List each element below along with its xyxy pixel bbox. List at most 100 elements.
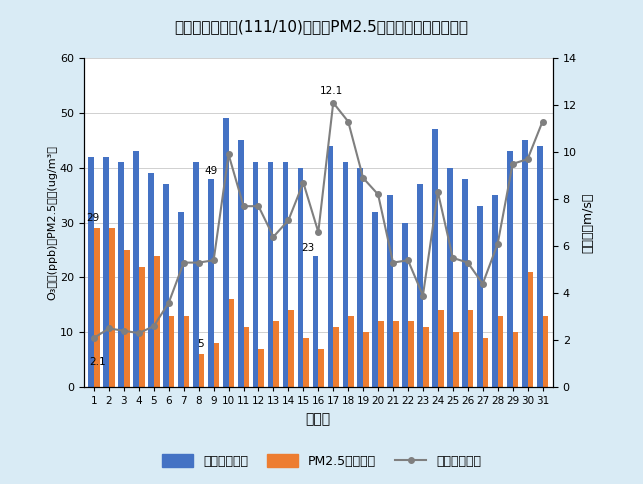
Bar <box>273 321 279 387</box>
Bar <box>258 349 264 387</box>
Bar <box>333 327 339 387</box>
風速日平均値 <box>150 323 158 329</box>
Bar <box>184 316 190 387</box>
Bar <box>467 310 473 387</box>
風速日平均値 <box>240 203 248 209</box>
Y-axis label: 風　速（m/s）: 風 速（m/s） <box>581 193 594 253</box>
Bar <box>163 184 169 387</box>
Bar <box>124 250 130 387</box>
Bar <box>447 168 453 387</box>
風速日平均値 <box>269 234 277 240</box>
Bar <box>408 321 413 387</box>
風速日平均値 <box>180 260 188 266</box>
風速日平均値 <box>479 281 487 287</box>
Bar <box>483 338 489 387</box>
Bar <box>522 140 527 387</box>
風速日平均値 <box>105 326 113 332</box>
Text: 2.1: 2.1 <box>89 357 106 367</box>
Bar <box>318 349 324 387</box>
風速日平均値 <box>300 180 307 185</box>
Text: 23: 23 <box>302 243 314 253</box>
Line: 風速日平均値: 風速日平均値 <box>91 100 545 341</box>
Text: 環保署大城測站(111/10)臭氧、PM2.5與風速日平均値趨勢圖: 環保署大城測站(111/10)臭氧、PM2.5與風速日平均値趨勢圖 <box>174 19 469 34</box>
Bar <box>417 184 423 387</box>
Bar <box>348 316 354 387</box>
Bar <box>343 162 348 387</box>
Bar <box>213 343 219 387</box>
Bar <box>193 162 199 387</box>
Bar <box>403 223 408 387</box>
風速日平均値 <box>285 217 293 223</box>
Text: 5: 5 <box>197 339 203 349</box>
風速日平均値 <box>404 257 412 263</box>
Bar <box>507 151 512 387</box>
Bar <box>358 168 363 387</box>
Bar <box>229 300 234 387</box>
風速日平均値 <box>165 300 173 305</box>
Bar <box>199 354 204 387</box>
風速日平均値 <box>344 119 352 124</box>
風速日平均値 <box>135 330 143 336</box>
風速日平均値 <box>374 192 382 197</box>
Bar <box>104 157 109 387</box>
Bar <box>378 321 384 387</box>
Bar <box>154 256 159 387</box>
風速日平均値 <box>464 260 471 266</box>
Bar <box>423 327 429 387</box>
風速日平均値 <box>314 229 322 235</box>
風速日平均値 <box>359 175 367 181</box>
Bar <box>372 212 378 387</box>
風速日平均値 <box>195 260 203 266</box>
Bar <box>462 179 467 387</box>
Bar <box>88 157 94 387</box>
Bar <box>109 228 114 387</box>
X-axis label: 日　期: 日 期 <box>305 412 331 426</box>
Bar <box>289 310 294 387</box>
Bar <box>393 321 399 387</box>
風速日平均値 <box>225 151 233 157</box>
風速日平均値 <box>255 203 262 209</box>
Bar <box>283 162 289 387</box>
Bar <box>208 179 213 387</box>
Bar <box>432 129 438 387</box>
Bar <box>477 206 483 387</box>
Text: 29: 29 <box>86 212 99 223</box>
Bar <box>267 162 273 387</box>
風速日平均値 <box>329 100 337 106</box>
風速日平均値 <box>389 260 397 266</box>
Bar <box>253 162 258 387</box>
風速日平均値 <box>419 293 427 299</box>
Bar <box>169 316 174 387</box>
Bar <box>133 151 139 387</box>
風速日平均値 <box>210 257 217 263</box>
Bar <box>148 173 154 387</box>
風速日平均値 <box>539 119 547 124</box>
Bar <box>303 338 309 387</box>
Bar <box>244 327 249 387</box>
Bar <box>543 316 548 387</box>
風速日平均値 <box>90 335 98 341</box>
Bar <box>223 119 229 387</box>
Bar <box>387 195 393 387</box>
Bar <box>238 140 244 387</box>
風速日平均値 <box>494 241 502 247</box>
Text: 12.1: 12.1 <box>320 86 343 96</box>
風速日平均値 <box>120 328 128 333</box>
Bar <box>363 333 369 387</box>
Legend: 臭氧日平均値, PM2.5日平均値, 風速日平均値: 臭氧日平均値, PM2.5日平均値, 風速日平均値 <box>157 449 486 473</box>
Bar <box>94 228 100 387</box>
Bar <box>118 162 124 387</box>
Bar <box>298 168 303 387</box>
風速日平均値 <box>449 255 457 261</box>
風速日平均値 <box>434 189 442 195</box>
Bar <box>139 267 145 387</box>
Bar <box>327 146 333 387</box>
Bar <box>178 212 184 387</box>
風速日平均値 <box>523 156 531 162</box>
Bar <box>312 256 318 387</box>
Bar <box>512 333 518 387</box>
Bar <box>453 333 458 387</box>
Bar <box>537 146 543 387</box>
Bar <box>498 316 503 387</box>
Y-axis label: O₃濃度(ppb)、PM2.5濃度(ug/m³）: O₃濃度(ppb)、PM2.5濃度(ug/m³） <box>47 145 57 300</box>
